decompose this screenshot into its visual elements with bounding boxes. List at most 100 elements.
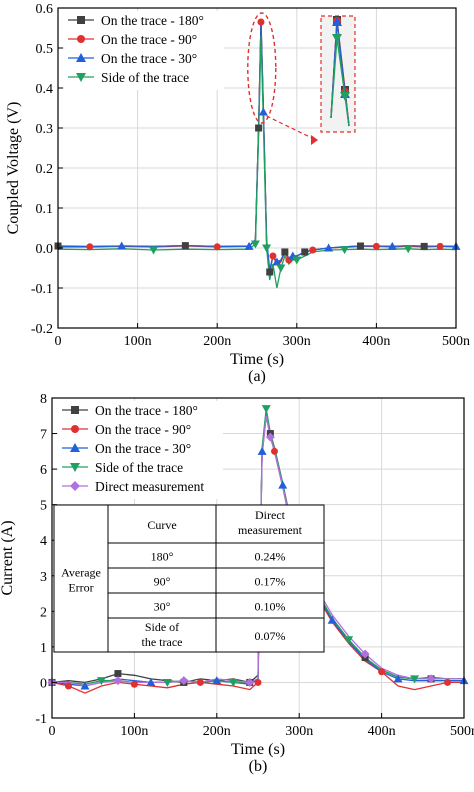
circle-marker — [64, 682, 72, 690]
square-marker — [181, 242, 189, 250]
triangle-down-marker — [292, 256, 302, 265]
triangle-up-marker — [327, 615, 337, 624]
panel-label: (b) — [249, 758, 268, 775]
triangle-up-marker — [324, 243, 334, 252]
table-col-header: measurement — [238, 523, 303, 537]
y-tick-label: 4 — [40, 534, 47, 549]
circle-marker — [213, 243, 221, 251]
table-cell-curve: 30° — [154, 600, 171, 614]
y-axis-label: Coupled Voltage (V) — [5, 102, 22, 235]
table-row-header: Error — [68, 581, 93, 595]
circle-marker — [86, 243, 94, 251]
square-marker — [301, 248, 309, 256]
y-tick-label: 0.5 — [36, 42, 54, 57]
square-marker — [114, 670, 122, 678]
legend-entry: On the trace - 90° — [95, 422, 191, 437]
y-tick-label: 0.3 — [36, 122, 54, 137]
triangle-down-marker — [403, 245, 413, 254]
chart-panel-1: 0 100n 200n 300n 400n 500n -0.2 -0.1 0.0 0.1 0.2 0.… — [5, 2, 470, 385]
y-tick-label: 2 — [40, 605, 47, 620]
triangle-down-marker — [262, 244, 272, 253]
x-axis-label: Time (s) — [231, 741, 285, 758]
y-tick-label: 5 — [40, 499, 47, 514]
y-tick-label: -0.1 — [31, 282, 53, 297]
triangle-up-marker — [212, 676, 222, 685]
y-tick-label: 0.1 — [36, 202, 54, 217]
triangle-down-marker — [96, 677, 106, 686]
x-tick-label: 100n — [124, 334, 152, 349]
triangle-up-marker — [257, 446, 267, 455]
triangle-up-marker — [244, 241, 254, 250]
circle-marker — [372, 242, 380, 250]
triangle-down-marker — [76, 73, 86, 82]
table-frame — [53, 504, 325, 653]
square-marker — [71, 406, 79, 414]
y-tick-label: 0.4 — [36, 82, 54, 97]
y-tick-label: 1 — [40, 641, 47, 656]
circle-marker — [309, 246, 317, 254]
circle-marker — [71, 425, 79, 433]
diamond-marker — [113, 676, 123, 686]
plot-frame — [51, 397, 465, 719]
x-tick-label: 500n — [450, 724, 474, 739]
legend-entry: Direct measurement — [95, 479, 204, 494]
circle-marker — [444, 678, 452, 686]
triangle-up-marker — [76, 53, 86, 62]
y-tick-label: 7 — [40, 428, 47, 443]
triangle-down-marker — [70, 463, 80, 472]
table-col-header: Direct — [255, 508, 286, 522]
diamond-marker — [265, 432, 275, 442]
triangle-up-marker — [387, 241, 397, 250]
x-tick-label: 200n — [203, 724, 231, 739]
triangle-down-marker — [410, 675, 420, 684]
circle-marker — [257, 18, 265, 26]
triangle-down-marker — [162, 678, 172, 687]
triangle-up-marker — [272, 257, 282, 266]
y-tick-label: 0 — [40, 676, 47, 691]
square-marker — [266, 268, 274, 276]
triangle-down-marker — [228, 678, 238, 687]
square-marker — [281, 248, 289, 256]
circle-marker — [254, 678, 262, 686]
x-tick-label: 500n — [442, 334, 470, 349]
circle-marker — [196, 678, 204, 686]
square-marker — [255, 124, 263, 132]
square-marker — [77, 16, 85, 24]
table-col-header: Curve — [147, 518, 176, 532]
panel-label: (a) — [248, 368, 266, 385]
table-cell-error: 0.10% — [255, 600, 286, 614]
diamond-marker — [426, 674, 436, 684]
triangle-down-marker — [340, 92, 350, 101]
triangle-up-marker — [393, 674, 403, 683]
x-axis-label: Time (s) — [230, 351, 284, 368]
diamond-marker — [360, 649, 370, 659]
y-tick-label: 0.6 — [36, 2, 54, 17]
zoom-annotation — [247, 12, 356, 145]
diamond-marker — [70, 481, 80, 491]
circle-marker — [378, 668, 386, 676]
table-row-header: Average — [61, 566, 101, 580]
square-marker — [420, 242, 428, 250]
triangle-up-marker — [70, 443, 80, 452]
triangle-down-marker — [276, 264, 286, 273]
triangle-up-marker — [332, 17, 342, 26]
x-tick-label: 0 — [49, 724, 56, 739]
table-cell-curve: 90° — [154, 575, 171, 589]
x-tick-label: 200n — [203, 334, 231, 349]
diamond-marker — [179, 676, 189, 686]
y-tick-label: 0.0 — [36, 242, 54, 257]
square-marker — [356, 242, 364, 250]
table-cell-error: 0.17% — [255, 575, 286, 589]
legend-entry: On the trace - 90° — [101, 32, 197, 47]
legend: On the trace - 180° On the trace - 90° On … — [64, 11, 224, 90]
triangle-down-marker — [344, 636, 354, 645]
triangle-up-marker — [80, 681, 90, 690]
table-cell-curve: the trace — [142, 635, 183, 649]
x-tick-label: 300n — [285, 724, 313, 739]
y-tick-label: 8 — [40, 392, 47, 407]
x-tick-label: 0 — [55, 334, 62, 349]
x-tick-label: 400n — [362, 334, 390, 349]
